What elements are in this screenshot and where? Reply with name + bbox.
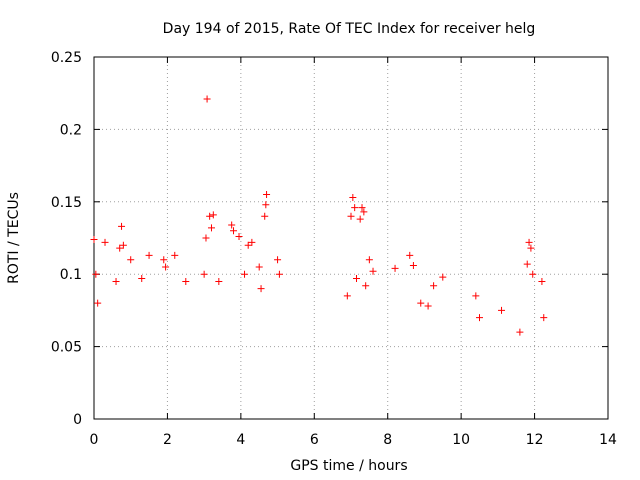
data-point	[235, 233, 243, 241]
data-point	[472, 292, 480, 300]
data-point	[209, 211, 217, 219]
data-point	[263, 191, 271, 199]
data-point	[228, 221, 236, 229]
data-point	[358, 204, 366, 212]
y-tick-label: 0.2	[60, 122, 82, 138]
data-point	[244, 241, 252, 249]
data-point	[202, 234, 210, 242]
chart-title: Day 194 of 2015, Rate Of TEC Index for r…	[163, 21, 536, 37]
data-point	[94, 299, 102, 307]
x-tick-label: 0	[90, 432, 99, 448]
data-point	[540, 314, 548, 322]
data-point	[112, 277, 120, 285]
plot-frame	[93, 56, 609, 420]
data-point	[116, 244, 124, 252]
data-point	[92, 270, 100, 278]
y-tick-labels: 0 0.05 0.1 0.15 0.2 0.25	[51, 50, 82, 428]
data-point	[343, 292, 351, 300]
data-point	[362, 282, 370, 290]
x-tick-label: 4	[236, 432, 245, 448]
data-point	[424, 302, 432, 310]
y-tick-label: 0.05	[51, 340, 82, 356]
x-tick-label: 6	[310, 432, 319, 448]
data-point	[206, 212, 214, 220]
data-point	[257, 285, 265, 293]
data-point	[274, 256, 282, 264]
data-point	[439, 273, 447, 281]
data-point	[476, 314, 483, 322]
data-point	[200, 270, 208, 278]
data-point	[261, 212, 269, 220]
data-point	[119, 241, 127, 249]
data-point	[391, 264, 399, 272]
y-tick-label: 0.25	[51, 50, 82, 66]
data-point	[248, 238, 256, 246]
data-point	[538, 277, 546, 285]
data-point	[230, 227, 238, 235]
data-point	[365, 256, 373, 264]
data-point	[162, 263, 170, 271]
data-point	[529, 270, 537, 278]
data-point	[498, 306, 506, 314]
y-tick-label: 0	[73, 412, 82, 428]
data-point	[160, 256, 168, 264]
data-point	[207, 224, 215, 232]
data-point	[351, 204, 359, 212]
data-point	[406, 251, 414, 259]
data-point	[215, 277, 223, 285]
data-point	[241, 270, 249, 278]
data-point	[349, 193, 357, 201]
x-tick-label: 12	[526, 432, 544, 448]
data-point	[138, 275, 146, 283]
data-point	[90, 235, 98, 243]
data-point	[101, 238, 109, 246]
x-tick-label: 8	[383, 432, 392, 448]
data-point	[360, 208, 368, 216]
x-axis-label: GPS time / hours	[290, 458, 407, 474]
data-point	[409, 262, 417, 270]
x-tick-label: 14	[599, 432, 617, 448]
data-point	[275, 270, 283, 278]
data-point	[255, 263, 263, 271]
data-point	[369, 267, 377, 275]
data-point	[516, 328, 524, 336]
y-tick-label: 0.15	[51, 195, 82, 211]
data-point	[262, 201, 270, 209]
data-point	[118, 222, 126, 230]
x-tick-label: 10	[452, 432, 470, 448]
data-point	[527, 244, 535, 252]
data-point	[145, 251, 153, 259]
data-point	[523, 260, 531, 268]
data-point	[347, 212, 355, 220]
data-point	[127, 256, 135, 264]
data-point	[430, 282, 438, 290]
data-point	[353, 275, 361, 283]
axis-ticks	[93, 56, 609, 420]
data-point	[182, 277, 190, 285]
y-tick-label: 0.1	[60, 267, 82, 283]
data-point	[171, 251, 179, 259]
y-axis-label: ROTI / TECUs	[6, 192, 22, 284]
data-point	[203, 95, 211, 103]
data-point	[356, 215, 364, 223]
data-points	[90, 95, 548, 336]
data-point	[525, 238, 533, 246]
grid-lines	[94, 57, 608, 419]
data-point	[417, 299, 425, 307]
x-tick-label: 2	[163, 432, 172, 448]
x-tick-labels: 0 2 4 6 8 10 12 14	[90, 432, 617, 448]
